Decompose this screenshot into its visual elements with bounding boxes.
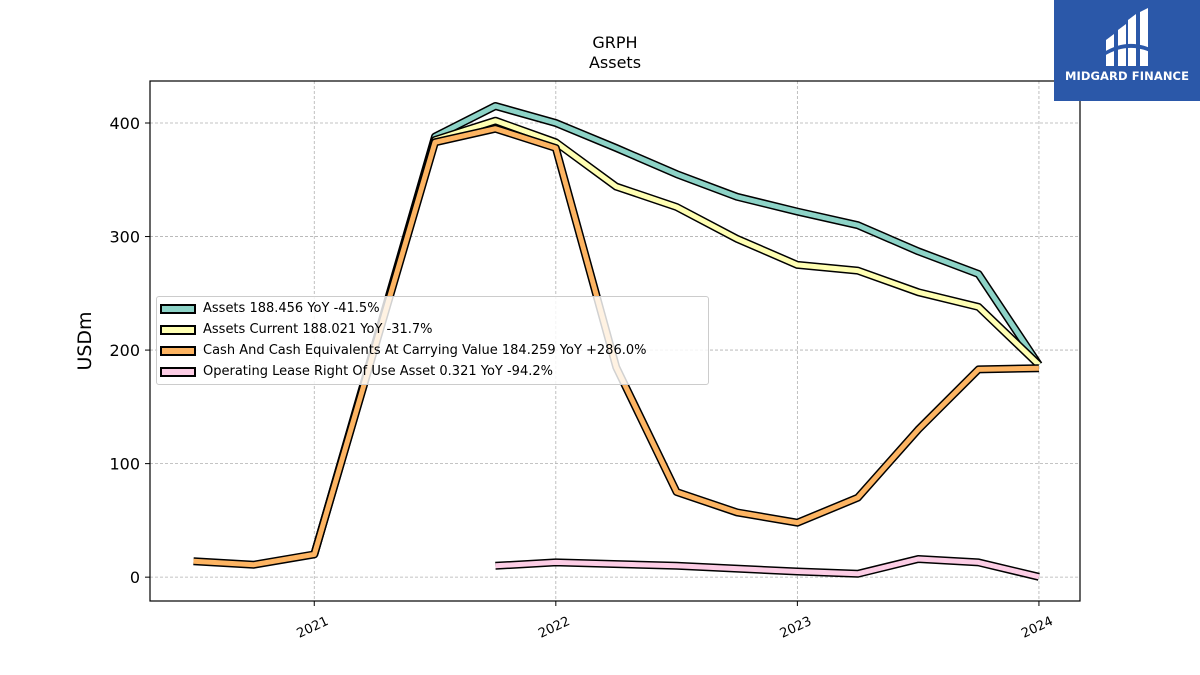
x-tick-label: 2023: [778, 614, 814, 642]
legend-swatch-assets-current: [160, 325, 196, 335]
y-axis-label: USDm: [74, 311, 96, 370]
y-tick-label: 100: [109, 455, 140, 474]
series-line-2: [193, 126, 1039, 568]
y-tick-label: 400: [109, 114, 140, 133]
series-line-1: [311, 118, 1041, 556]
chart-title: GRPH: [592, 33, 637, 52]
legend-item-lease: Operating Lease Right Of Use Asset 0.321…: [157, 362, 708, 382]
series-line-0: [311, 103, 1041, 556]
series-line-3: [495, 556, 1040, 580]
legend-item-assets-current: Assets Current 188.021 YoY -31.7%: [157, 320, 708, 340]
x-tick-label: 2021: [295, 614, 331, 642]
x-tick-label: 2024: [1019, 614, 1055, 642]
legend-item-assets: Assets 188.456 YoY -41.5%: [157, 299, 708, 319]
legend-swatch-assets: [160, 304, 196, 314]
y-tick-label: 0: [130, 568, 140, 587]
chart-subtitle: Assets: [589, 53, 641, 72]
brand-logo-icon: [1104, 8, 1150, 66]
brand-logo: MIDGARD FINANCE: [1054, 0, 1200, 101]
y-tick-label: 300: [109, 228, 140, 247]
brand-logo-text: MIDGARD FINANCE: [1064, 69, 1190, 83]
x-tick-label: 2022: [536, 614, 572, 642]
legend-swatch-lease: [160, 367, 196, 377]
legend-label-lease: Operating Lease Right Of Use Asset 0.321…: [203, 364, 553, 379]
legend: Assets 188.456 YoY -41.5% Assets Current…: [156, 296, 709, 385]
legend-swatch-cash: [160, 346, 196, 356]
axes-frame: [149, 80, 1081, 602]
legend-label-assets-current: Assets Current 188.021 YoY -31.7%: [203, 322, 433, 337]
legend-label-cash: Cash And Cash Equivalents At Carrying Va…: [203, 343, 647, 358]
legend-item-cash: Cash And Cash Equivalents At Carrying Va…: [157, 341, 708, 361]
legend-label-assets: Assets 188.456 YoY -41.5%: [203, 301, 380, 316]
y-tick-label: 200: [109, 341, 140, 360]
series-lines: [193, 102, 1043, 581]
